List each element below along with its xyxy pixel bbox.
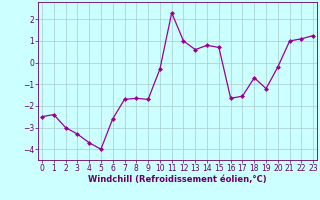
X-axis label: Windchill (Refroidissement éolien,°C): Windchill (Refroidissement éolien,°C) bbox=[88, 175, 267, 184]
